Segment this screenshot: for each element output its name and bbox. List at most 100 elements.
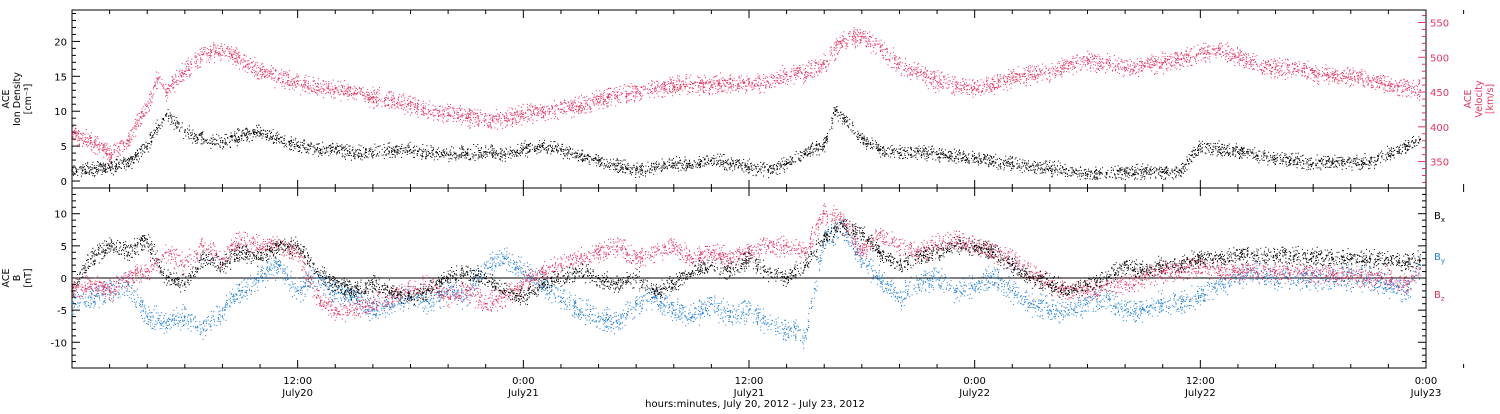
- velocity-series-sample: [742, 88, 743, 89]
- velocity-series-sample: [887, 59, 888, 60]
- velocity-series-sample: [1073, 64, 1074, 65]
- velocity-series-sample: [248, 68, 249, 69]
- velocity-series-sample: [1406, 96, 1407, 97]
- velocity-series-sample: [632, 91, 633, 92]
- velocity-series-sample: [340, 81, 341, 82]
- velocity-series-sample: [1156, 71, 1157, 72]
- velocity-series-sample: [79, 140, 80, 141]
- velocity-series-sample: [1152, 60, 1153, 61]
- velocity-series-sample: [1005, 76, 1006, 77]
- velocity-series-sample: [961, 93, 962, 94]
- velocity-series-sample: [667, 84, 668, 85]
- velocity-series-sample: [1386, 90, 1387, 91]
- velocity-series-sample: [260, 69, 261, 70]
- velocity-series-sample: [88, 139, 89, 140]
- velocity-series-sample: [713, 77, 714, 78]
- velocity-series-sample: [880, 47, 881, 48]
- velocity-series-point-23: [485, 119, 486, 120]
- velocity-series-sample: [838, 42, 839, 43]
- velocity-series-sample: [600, 100, 601, 101]
- velocity-series-sample: [1177, 55, 1178, 56]
- velocity-series-sample: [1261, 69, 1262, 70]
- velocity-series-sample: [1020, 76, 1021, 77]
- velocity-series-sample: [570, 102, 571, 103]
- velocity-series-sample: [308, 89, 309, 90]
- velocity-series-sample: [284, 86, 285, 87]
- velocity-series-sample: [781, 75, 782, 76]
- velocity-series-sample: [599, 90, 600, 91]
- velocity-series-sample: [521, 112, 522, 113]
- velocity-series-sample: [457, 118, 458, 119]
- velocity-series-sample: [1235, 52, 1236, 53]
- velocity-series-sample: [591, 108, 592, 109]
- velocity-series-sample: [1399, 86, 1400, 87]
- velocity-series-sample: [527, 104, 528, 105]
- velocity-series-sample: [604, 90, 605, 91]
- velocity-series-sample: [164, 89, 165, 90]
- velocity-series-sample: [1384, 92, 1385, 93]
- velocity-series-sample: [1007, 77, 1008, 78]
- velocity-series-sample: [1259, 66, 1260, 67]
- velocity-series-sample: [357, 93, 358, 94]
- velocity-series-sample: [1187, 55, 1188, 56]
- velocity-series-sample: [180, 73, 181, 74]
- velocity-series-sample: [1106, 59, 1107, 60]
- velocity-series-sample: [1241, 51, 1242, 52]
- velocity-series-sample: [133, 136, 134, 137]
- velocity-series-sample: [1108, 60, 1109, 61]
- velocity-series-sample: [1398, 95, 1399, 96]
- velocity-series-sample: [585, 106, 586, 107]
- velocity-series-sample: [1213, 45, 1214, 46]
- velocity-series-sample: [302, 87, 303, 88]
- velocity-series-sample: [672, 77, 673, 78]
- velocity-series-sample: [669, 91, 670, 92]
- velocity-series-sample: [705, 90, 706, 91]
- velocity-series-sample: [496, 115, 497, 116]
- velocity-series-sample: [489, 125, 490, 126]
- velocity-series-sample: [160, 82, 161, 83]
- velocity-series-sample: [83, 133, 84, 134]
- velocity-series-sample: [262, 69, 263, 70]
- velocity-series-sample: [287, 84, 288, 85]
- velocity-series-sample: [877, 44, 878, 45]
- velocity-series-sample: [291, 79, 292, 80]
- velocity-series-sample: [564, 100, 565, 101]
- velocity-series-sample: [709, 93, 710, 94]
- velocity-series-sample: [818, 68, 819, 69]
- velocity-series-sample: [873, 45, 874, 46]
- velocity-series-sample: [316, 90, 317, 91]
- velocity-series-sample: [671, 92, 672, 93]
- velocity-series-sample: [1385, 86, 1386, 87]
- velocity-series-sample: [677, 88, 678, 89]
- velocity-series-sample: [107, 148, 108, 149]
- velocity-series-sample: [931, 84, 932, 85]
- velocity-series-sample: [101, 143, 102, 144]
- velocity-series-sample: [808, 75, 809, 76]
- velocity-series-sample: [842, 47, 843, 48]
- velocity-series-sample: [490, 119, 491, 120]
- velocity-series-sample: [515, 122, 516, 123]
- velocity-series-sample: [946, 87, 947, 88]
- velocity-series-sample: [1081, 69, 1082, 70]
- velocity-series-sample: [73, 126, 74, 127]
- velocity-series-sample: [376, 100, 377, 101]
- velocity-series-sample: [416, 111, 417, 112]
- velocity-series-sample: [462, 122, 463, 123]
- velocity-series-sample: [517, 114, 518, 115]
- velocity-series-sample: [130, 142, 131, 143]
- velocity-series-sample: [1008, 69, 1009, 70]
- velocity-series-sample: [829, 60, 830, 61]
- velocity-series-sample: [827, 60, 828, 61]
- velocity-series-sample: [473, 114, 474, 115]
- velocity-series-sample: [240, 63, 241, 64]
- velocity-series-sample: [341, 90, 342, 91]
- velocity-series-sample: [726, 80, 727, 81]
- velocity-series-sample: [1381, 83, 1382, 84]
- velocity-series-sample: [912, 73, 913, 74]
- velocity-series-sample: [1373, 80, 1374, 81]
- velocity-series-sample: [723, 91, 724, 92]
- velocity-series-sample: [1174, 53, 1175, 54]
- velocity-series-sample: [128, 145, 129, 146]
- velocity-series-sample: [139, 119, 140, 120]
- velocity-series-sample: [506, 113, 507, 114]
